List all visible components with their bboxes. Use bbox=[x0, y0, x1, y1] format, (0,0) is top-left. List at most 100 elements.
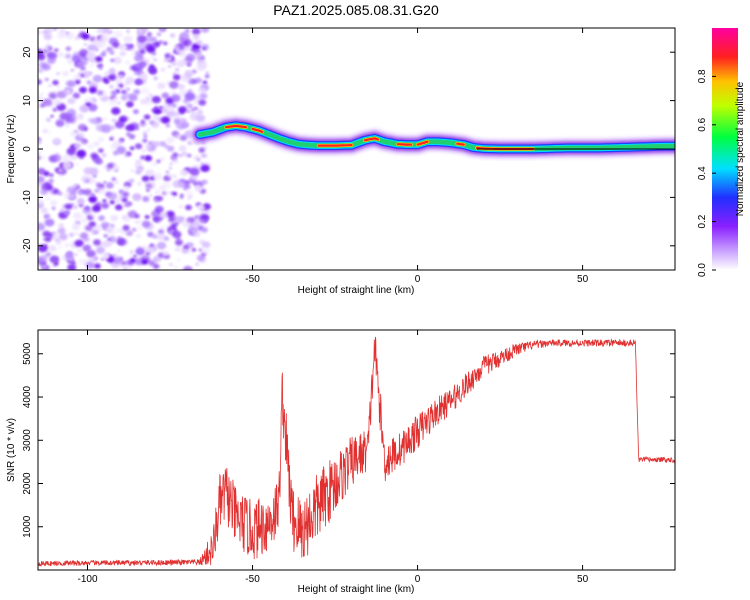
noise-blob bbox=[42, 98, 53, 107]
noise-blob bbox=[180, 169, 189, 176]
noise-blob bbox=[112, 41, 120, 49]
colorbar-tick-label: 0.8 bbox=[697, 69, 708, 83]
noise-blob bbox=[96, 28, 105, 34]
noise-blob bbox=[66, 113, 73, 119]
noise-blob bbox=[127, 93, 138, 102]
noise-blob bbox=[62, 156, 70, 163]
noise-blob bbox=[76, 149, 87, 158]
noise-blob bbox=[81, 33, 90, 40]
noise-blob bbox=[205, 71, 209, 75]
noise-blob bbox=[181, 151, 188, 157]
noise-blob bbox=[48, 245, 57, 252]
noise-blob bbox=[43, 213, 51, 219]
noise-blob bbox=[93, 141, 100, 147]
noise-blob bbox=[106, 163, 114, 169]
y-tick-label: -20 bbox=[22, 238, 33, 253]
colorbar-label: Normalized spectral amplitude bbox=[735, 81, 746, 216]
noise-blob bbox=[141, 245, 147, 249]
y-tick-label: 20 bbox=[22, 46, 33, 58]
noise-blob bbox=[65, 252, 73, 259]
noise-blob bbox=[97, 136, 105, 142]
noise-blob bbox=[119, 45, 124, 49]
noise-blob bbox=[133, 254, 137, 258]
noise-blob bbox=[168, 166, 173, 170]
noise-region bbox=[38, 28, 211, 270]
noise-blob bbox=[140, 119, 145, 123]
noise-blob bbox=[125, 101, 134, 108]
noise-blob bbox=[122, 224, 130, 231]
noise-blob bbox=[86, 177, 96, 184]
noise-blob bbox=[45, 117, 52, 122]
noise-blob bbox=[48, 131, 52, 134]
noise-blob bbox=[113, 92, 117, 95]
noise-blob bbox=[132, 193, 142, 201]
noise-blob bbox=[75, 232, 79, 236]
noise-blob bbox=[158, 106, 163, 110]
noise-blob bbox=[39, 92, 45, 97]
noise-blob bbox=[72, 183, 79, 189]
noise-blob bbox=[38, 138, 42, 144]
noise-blob bbox=[204, 210, 210, 215]
noise-blob bbox=[120, 95, 128, 101]
noise-blob bbox=[171, 195, 176, 200]
noise-blob bbox=[74, 239, 84, 247]
noise-blob bbox=[89, 257, 97, 263]
noise-blob bbox=[50, 114, 54, 118]
noise-blob bbox=[87, 103, 98, 112]
noise-blob bbox=[202, 47, 206, 51]
x-tick-label: 50 bbox=[577, 274, 589, 285]
y-axis-label-bottom: SNR (10 * v/v) bbox=[6, 418, 17, 482]
noise-blob bbox=[146, 127, 151, 132]
noise-blob bbox=[199, 239, 205, 245]
noise-blob bbox=[153, 172, 163, 181]
noise-blob bbox=[89, 167, 99, 176]
noise-blob bbox=[135, 159, 142, 165]
noise-blob bbox=[83, 97, 93, 105]
noise-blob bbox=[75, 114, 84, 121]
noise-blob bbox=[180, 118, 187, 124]
noise-blob bbox=[189, 112, 200, 121]
noise-blob bbox=[153, 58, 157, 62]
noise-blob bbox=[67, 264, 77, 270]
noise-blob bbox=[166, 136, 175, 144]
noise-blob bbox=[64, 31, 75, 40]
noise-blob bbox=[117, 101, 121, 105]
noise-blob bbox=[166, 109, 176, 118]
noise-blob bbox=[42, 49, 48, 54]
noise-blob bbox=[75, 79, 81, 85]
noise-blob bbox=[186, 62, 192, 67]
x-axis-label-top: Height of straight line (km) bbox=[298, 285, 415, 296]
noise-blob bbox=[88, 86, 97, 94]
noise-blob bbox=[49, 179, 54, 183]
x-tick-label: -100 bbox=[77, 574, 97, 585]
noise-blob bbox=[62, 70, 69, 77]
noise-blob bbox=[150, 36, 157, 43]
noise-blob bbox=[170, 33, 176, 38]
noise-blob bbox=[142, 131, 148, 135]
y-tick-label: 3000 bbox=[22, 429, 33, 452]
noise-blob bbox=[200, 162, 204, 166]
noise-blob bbox=[171, 61, 177, 66]
noise-blob bbox=[140, 87, 150, 95]
noise-blob bbox=[195, 39, 203, 46]
noise-blob bbox=[42, 230, 51, 238]
noise-blob bbox=[136, 165, 144, 172]
noise-blob bbox=[48, 84, 52, 88]
noise-blob bbox=[105, 182, 114, 189]
noise-blob bbox=[152, 216, 160, 223]
noise-blob bbox=[88, 50, 96, 57]
noise-blob bbox=[88, 195, 98, 203]
noise-blob bbox=[101, 241, 110, 248]
noise-blob bbox=[157, 233, 166, 241]
noise-blob bbox=[139, 121, 147, 127]
noise-blob bbox=[180, 37, 185, 42]
noise-blob bbox=[103, 181, 107, 184]
x-tick-label: 0 bbox=[415, 574, 421, 585]
noise-blob bbox=[67, 97, 76, 105]
noise-blob bbox=[182, 220, 191, 228]
noise-blob bbox=[166, 145, 175, 152]
noise-blob bbox=[78, 259, 86, 265]
chart-title: PAZ1.2025.085.08.31.G20 bbox=[273, 2, 439, 18]
noise-blob bbox=[38, 244, 48, 253]
